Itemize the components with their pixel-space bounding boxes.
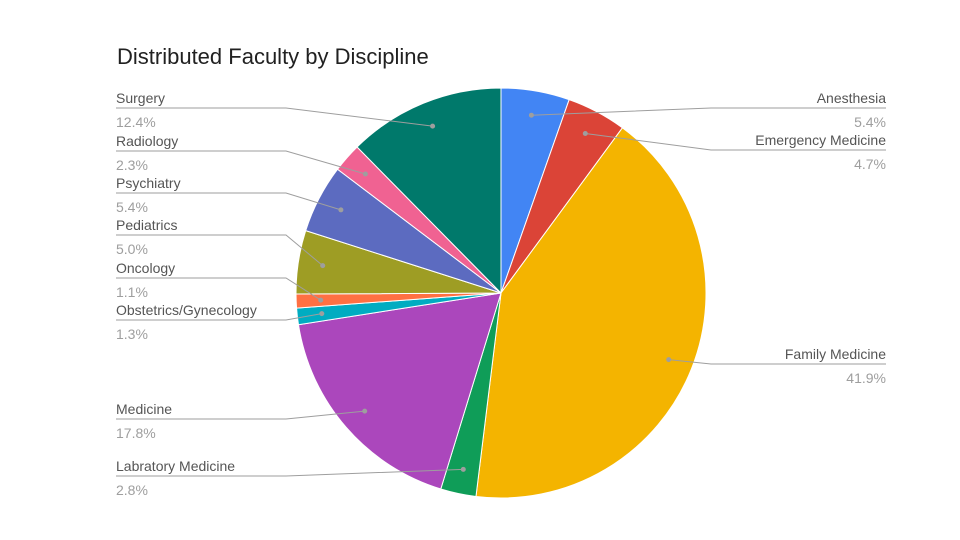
slice-value-medicine: 17.8% [116,425,156,441]
leader-line-oncology [116,277,321,301]
leader-line-radiology [116,150,366,175]
leader-line-surgery [116,107,433,127]
slice-value-obstetrics-gynecology: 1.3% [116,326,148,342]
slice-value-surgery: 12.4% [116,114,156,130]
slice-value-radiology: 2.3% [116,157,148,173]
leader-line-pediatrics [116,234,324,266]
leader-line-emergency-medicine [585,133,886,151]
slice-family-medicine [475,127,707,499]
slice-label-oncology: Oncology [116,260,175,276]
slice-label-medicine: Medicine [116,401,172,417]
slice-label-pediatrics: Pediatrics [116,217,177,233]
slice-label-psychiatry: Psychiatry [116,175,181,191]
leader-line-psychiatry [116,192,342,211]
slice-labels: Anesthesia 5.4% Emergency Medicine 4.7% Fami… [116,90,886,498]
leader-line-medicine [116,410,365,420]
leader-line-obstetrics-gynecology [116,313,322,321]
slice-value-labratory-medicine: 2.8% [116,482,148,498]
slice-value-emergency-medicine: 4.7% [854,156,886,172]
slice-value-family-medicine: 41.9% [846,370,886,386]
pie-slices [295,87,707,499]
slice-value-oncology: 1.1% [116,284,148,300]
slice-label-family-medicine: Family Medicine [785,346,886,362]
slice-surgery [356,87,502,295]
slice-label-radiology: Radiology [116,133,178,149]
slice-value-anesthesia: 5.4% [854,114,886,130]
slice-label-emergency-medicine: Emergency Medicine [755,132,886,148]
slice-value-psychiatry: 5.4% [116,199,148,215]
slice-value-pediatrics: 5.0% [116,241,148,257]
slice-label-surgery: Surgery [116,90,165,106]
leader-line-anesthesia [531,107,886,116]
slice-label-anesthesia: Anesthesia [817,90,886,106]
chart-title: Distributed Faculty by Discipline [117,44,429,69]
leader-line-family-medicine [668,359,886,365]
slice-medicine [297,292,502,490]
leader-dot-surgery [430,123,436,129]
slice-label-labratory-medicine: Labratory Medicine [116,458,235,474]
slice-label-obstetrics-gynecology: Obstetrics/Gynecology [116,302,257,318]
leader-line-labratory-medicine [116,468,464,477]
